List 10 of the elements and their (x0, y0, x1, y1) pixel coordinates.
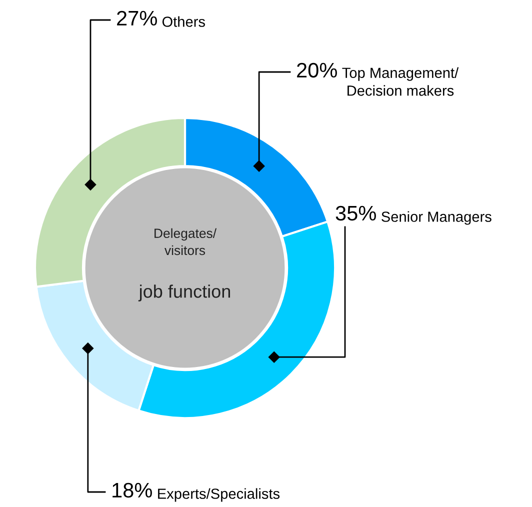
text: Delegates/ visitors (154, 228, 217, 256)
text: job function (138, 284, 230, 302)
slice-label: Others (162, 16, 205, 27)
data-label: 18% (112, 482, 152, 498)
slice-label: Top Management/ Decision makers (342, 67, 459, 96)
slice-label: Senior Managers (382, 211, 492, 225)
data-label: 27% (117, 10, 157, 26)
data-label: 20% (297, 62, 337, 78)
slice-label: Experts/Specialists (158, 488, 280, 502)
data-label: 35% (336, 206, 376, 221)
